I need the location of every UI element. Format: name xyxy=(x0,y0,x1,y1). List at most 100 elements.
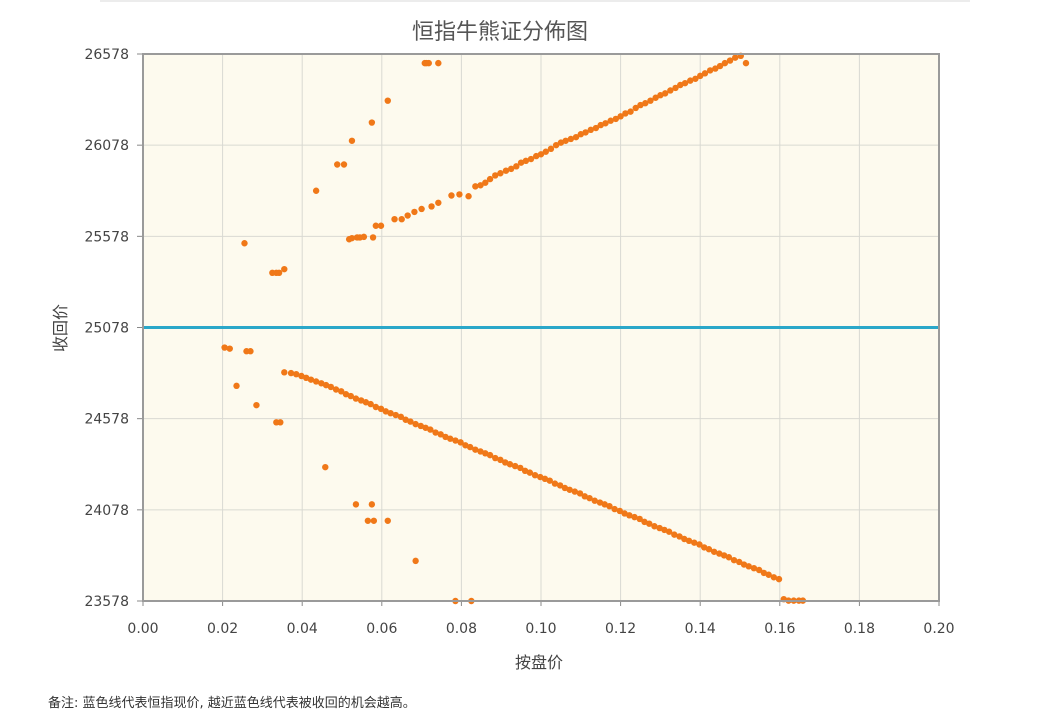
data-point xyxy=(556,482,564,489)
data-point xyxy=(706,67,714,74)
x-tick-label: 0.08 xyxy=(446,621,477,637)
data-point xyxy=(701,70,709,77)
x-tick-label: 0.12 xyxy=(605,621,636,637)
data-point xyxy=(277,419,284,426)
data-point xyxy=(497,456,504,464)
data-point xyxy=(348,234,356,242)
x-tick-label: 0.20 xyxy=(923,621,954,637)
data-point xyxy=(672,84,679,92)
data-point xyxy=(671,531,678,538)
data-point xyxy=(437,431,444,438)
data-point xyxy=(392,411,399,419)
data-point xyxy=(472,183,479,190)
data-point xyxy=(477,182,484,189)
data-point xyxy=(492,172,499,179)
data-point xyxy=(770,574,778,581)
data-point xyxy=(685,537,693,545)
data-point xyxy=(427,426,434,433)
data-point xyxy=(466,443,474,451)
data-points xyxy=(221,52,807,605)
data-point xyxy=(241,240,248,247)
data-point xyxy=(472,446,479,453)
y-tick-label: 26078 xyxy=(84,138,129,154)
data-point xyxy=(369,234,377,241)
data-point xyxy=(576,490,584,497)
footnote: 备注: 蓝色线代表恒指现价, 越近蓝色线代表被收回的机会越高。 xyxy=(48,696,416,711)
data-point xyxy=(546,477,553,484)
data-point xyxy=(221,344,228,351)
data-point xyxy=(269,269,276,276)
y-tick-label: 24078 xyxy=(84,503,129,519)
plot-border xyxy=(142,53,940,602)
data-point xyxy=(750,564,758,572)
data-point xyxy=(626,512,633,519)
data-point xyxy=(486,451,494,459)
data-point xyxy=(636,515,643,523)
data-point xyxy=(587,126,594,134)
data-point xyxy=(334,161,341,168)
data-point xyxy=(537,151,545,158)
data-point xyxy=(507,165,515,173)
data-point xyxy=(571,488,579,495)
data-point xyxy=(352,395,360,402)
data-point xyxy=(368,119,376,126)
data-point xyxy=(397,413,405,421)
data-point xyxy=(775,575,783,583)
x-tick-label: 0.18 xyxy=(844,621,875,637)
data-point xyxy=(391,215,398,223)
data-point xyxy=(348,137,356,144)
data-point xyxy=(616,507,624,515)
data-point xyxy=(676,533,683,540)
data-point xyxy=(566,486,573,493)
data-point xyxy=(418,205,425,213)
data-point xyxy=(742,59,750,67)
data-point xyxy=(517,464,524,472)
y-tick-label: 23578 xyxy=(84,594,129,610)
data-point xyxy=(428,203,435,210)
data-point xyxy=(404,212,411,219)
data-point xyxy=(287,369,295,377)
data-point xyxy=(651,523,658,530)
data-point xyxy=(721,59,729,67)
data-point xyxy=(312,378,320,385)
x-tick-label: 0.14 xyxy=(685,621,716,637)
data-point xyxy=(607,117,614,124)
data-point xyxy=(372,403,380,411)
data-point xyxy=(412,557,419,565)
data-point xyxy=(582,129,589,136)
data-point xyxy=(247,348,254,355)
data-point xyxy=(531,471,539,479)
data-point xyxy=(352,501,360,508)
data-point xyxy=(312,187,320,194)
data-point xyxy=(692,75,699,82)
data-point xyxy=(632,104,639,112)
x-tick-label: 0.10 xyxy=(525,621,556,637)
data-point xyxy=(233,382,240,390)
data-point xyxy=(732,54,739,61)
data-point xyxy=(705,546,713,553)
x-axis-label: 按盘价 xyxy=(515,653,563,672)
data-point xyxy=(730,556,738,564)
data-point xyxy=(612,115,620,123)
data-point xyxy=(347,392,354,400)
data-point xyxy=(412,420,419,428)
data-point xyxy=(562,137,569,144)
data-point xyxy=(465,193,472,200)
data-point xyxy=(486,175,494,183)
data-point xyxy=(367,400,374,408)
data-point xyxy=(627,108,634,115)
data-point xyxy=(526,469,534,476)
x-tick-label: 0.02 xyxy=(207,621,238,637)
data-point xyxy=(642,100,649,107)
data-point xyxy=(338,388,345,395)
data-point xyxy=(407,418,414,425)
y-axis-label: 收回价 xyxy=(51,304,70,352)
data-point xyxy=(622,110,629,117)
data-point xyxy=(646,520,653,527)
data-point xyxy=(745,563,752,570)
data-point xyxy=(372,222,380,229)
data-point xyxy=(435,199,442,206)
data-point xyxy=(527,155,535,163)
data-point xyxy=(716,62,724,70)
data-point xyxy=(631,513,638,521)
